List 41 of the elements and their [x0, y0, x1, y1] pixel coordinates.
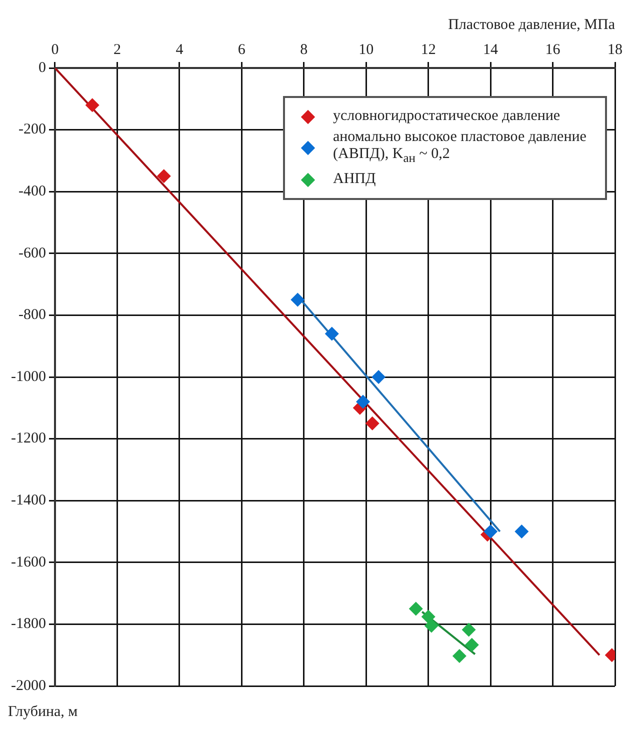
point [514, 524, 529, 538]
point [408, 602, 423, 616]
legend-label: аномально высокое пластовое давление (АВПД), K$_{ан}$ ~ 0,2 [333, 129, 588, 167]
x-tick-label: 4 [176, 42, 184, 58]
x-tick-label: 8 [300, 42, 308, 58]
y-tick-label: -1800 [10, 616, 46, 632]
legend-label: АНПД [333, 171, 376, 188]
y-tick-label: -1600 [10, 554, 46, 570]
x-tick-label: 14 [483, 42, 499, 58]
y-tick-label: -400 [18, 184, 46, 200]
x-tick-label: 0 [51, 42, 59, 58]
y-tick-label: -1200 [10, 430, 46, 447]
point [462, 622, 476, 637]
point [484, 524, 498, 538]
y-tick-label: -2000 [10, 678, 46, 694]
point [324, 326, 339, 341]
x-tick-label: 12 [420, 42, 436, 58]
x-tick-label: 6 [238, 42, 246, 58]
point [85, 98, 100, 112]
point [452, 649, 466, 664]
y-tick-label: -1400 [10, 492, 46, 509]
y-tick-label: -600 [18, 245, 46, 262]
y-tick-label: -800 [18, 307, 46, 324]
point [156, 169, 171, 184]
point [421, 610, 436, 624]
y-axis-title: Глубина, м [8, 704, 79, 721]
point [372, 370, 386, 384]
y-tick-label: -1000 [10, 368, 46, 385]
x-tick-label: 10 [358, 42, 374, 58]
x-tick-label: 18 [608, 42, 622, 58]
y-tick-label: 0 [38, 60, 46, 76]
point [290, 292, 305, 307]
point [365, 416, 380, 430]
point [464, 638, 479, 652]
x-tick-label: 2 [113, 42, 121, 58]
x-axis-title: Пластовое давление, МПа [448, 16, 616, 33]
legend-label: условногидростатическое давление [333, 108, 560, 125]
x-tick-label: 16 [545, 42, 561, 58]
y-tick-label: -200 [18, 122, 46, 138]
point [424, 618, 438, 633]
point [356, 394, 370, 409]
